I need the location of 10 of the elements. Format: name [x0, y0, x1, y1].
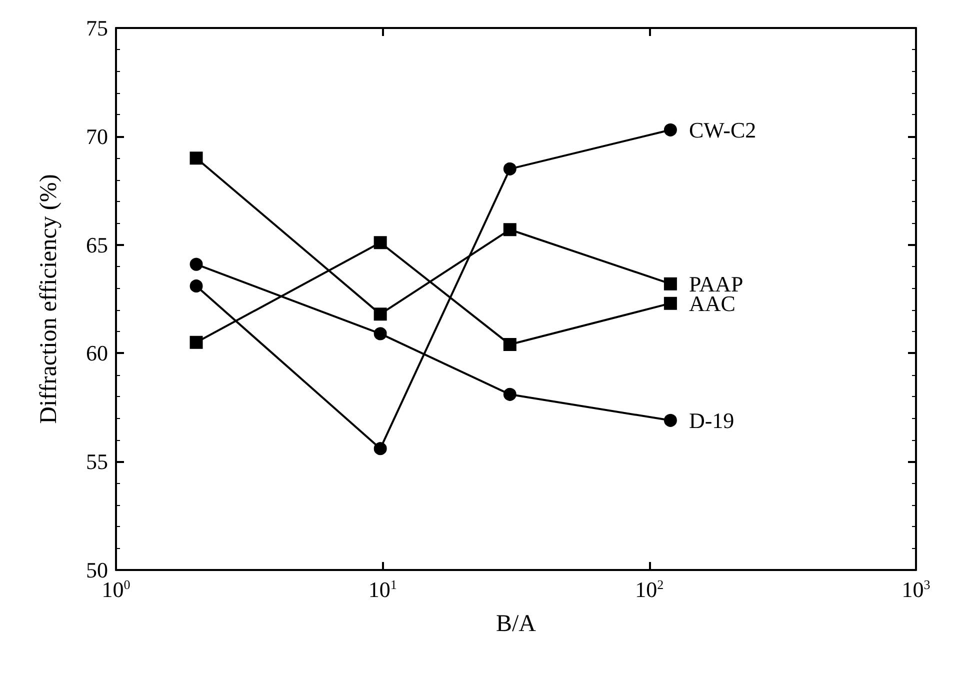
y-tick-label: 75 — [86, 16, 108, 40]
y-axis-title: Diffraction efficiency (%) — [36, 174, 62, 424]
y-tick-label: 70 — [86, 124, 108, 149]
y-tick-label: 55 — [86, 449, 108, 474]
series-label: D-19 — [688, 408, 734, 433]
y-tick-label: 65 — [86, 232, 108, 258]
series-label: CW-C2 — [688, 117, 756, 142]
y-tick-label: 50 — [86, 558, 108, 582]
y-tick-label: 60 — [86, 340, 108, 366]
x-axis-title: B/A — [496, 611, 537, 637]
